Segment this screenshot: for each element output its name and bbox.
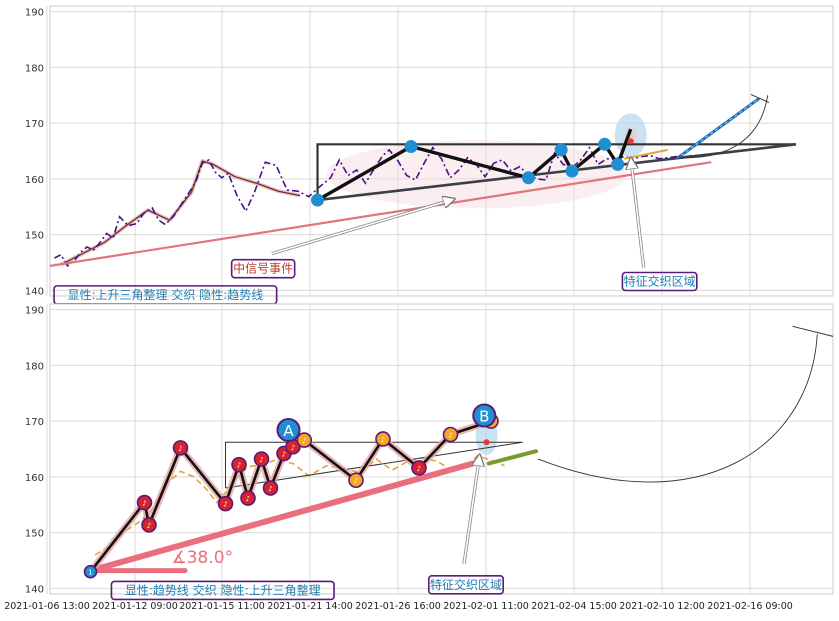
x-tick-label: 2021-01-15 11:00	[179, 601, 265, 612]
y-tick-label: 140	[25, 584, 44, 595]
y-tick-label: 170	[25, 417, 44, 428]
x-tick-label: 2021-02-10 12:00	[619, 601, 705, 612]
zigzag-marker	[262, 480, 279, 496]
zigzag-marker	[296, 432, 313, 448]
marker-glyph: ♪	[147, 522, 151, 530]
target-curve	[672, 95, 769, 159]
y-tick-label: 160	[25, 175, 44, 186]
x-tick-label: 2021-02-04 15:00	[531, 601, 617, 612]
annotation-feature-zone: 特征交织区域	[624, 274, 696, 289]
label-b-text: B	[479, 408, 489, 426]
zigzag-marker	[141, 517, 157, 533]
triangle-resistance	[316, 143, 797, 201]
annotation-pattern-summary: 显性:上升三角整理 交织 隐性:趋势线	[67, 287, 263, 302]
x-tick-label: 2021-02-16 09:00	[707, 601, 793, 612]
pattern-point	[311, 193, 325, 207]
annotation-feature-zone-frame	[621, 271, 698, 292]
marker-glyph: ♪	[448, 432, 452, 440]
signal-arrow	[271, 199, 455, 255]
x-tick-label: 2021-01-06 13:00	[4, 601, 90, 612]
breakout-dot	[627, 138, 634, 145]
triangle-resistance	[225, 441, 523, 489]
pattern-point	[611, 157, 625, 171]
x-tick-label: 2021-01-26 16:00	[355, 601, 441, 612]
y-tick-label: 180	[25, 361, 44, 372]
price-smooth-line	[60, 160, 301, 266]
target-cap	[750, 94, 770, 104]
y-tick-label: 150	[25, 529, 44, 540]
annotation-signal-event: 中信号事件	[233, 261, 293, 276]
zigzag-marker	[375, 431, 391, 447]
pattern-point	[554, 143, 568, 157]
y-tick-label: 190	[25, 306, 44, 317]
zigzag-marker	[172, 440, 189, 456]
x-tick-label: 2021-01-12 09:00	[92, 601, 178, 612]
plot-area	[49, 5, 834, 297]
green-segment	[486, 449, 538, 466]
pattern-point	[522, 171, 535, 185]
zigzag-marker	[240, 490, 256, 506]
marker-glyph: ♪	[291, 444, 295, 452]
zone-arrow	[631, 158, 645, 269]
marker-glyph: ♪	[354, 477, 358, 485]
zigzag-marker	[136, 494, 153, 511]
zigzag-marker	[83, 564, 98, 579]
marker-glyph: ♪	[246, 495, 250, 503]
marker-glyph: ♪	[302, 437, 306, 445]
label-a-text: A	[283, 422, 294, 440]
y-tick-label: 150	[25, 231, 44, 242]
pattern-point	[404, 140, 418, 154]
x-tick-label: 2021-01-21 14:00	[267, 601, 353, 612]
pattern-point	[598, 137, 612, 151]
y-tick-label: 190	[25, 8, 44, 19]
marker-glyph: 1	[88, 569, 92, 577]
zigzag-marker	[217, 495, 234, 512]
projection-curve	[538, 334, 818, 483]
zigzag-marker	[253, 451, 270, 467]
y-tick-label: 180	[25, 63, 44, 74]
y-tick-label: 160	[25, 473, 44, 484]
y-tick-label: 140	[25, 286, 44, 297]
y-tick-label: 170	[25, 119, 44, 130]
annotation-signal-event-frame	[230, 258, 296, 279]
zone-arrow	[463, 455, 480, 564]
zigzag-marker	[442, 426, 459, 443]
target-line-dash	[676, 98, 760, 160]
zigzag-marker	[411, 460, 427, 476]
annotation-pattern-summary: 显性:趋势线 交织 隐性:上升三角整理	[125, 582, 321, 597]
trendline	[49, 161, 712, 267]
angle-label: ∡38.0°	[172, 548, 234, 568]
x-tick-label: 2021-02-01 11:00	[443, 601, 529, 612]
marker-glyph: ♪	[223, 501, 227, 509]
marker-glyph: ♪	[417, 465, 421, 473]
annotation-pattern-summary-frame	[110, 580, 335, 601]
label-b-badge	[472, 403, 497, 428]
b-dot	[483, 439, 490, 446]
annotation-feature-zone-frame	[427, 575, 504, 595]
marker-glyph: ♪	[178, 445, 182, 453]
trendline-thick	[87, 460, 476, 574]
projection-cap	[792, 325, 834, 337]
marker-glyph: ♪	[142, 500, 146, 508]
zigzag-marker	[348, 472, 364, 489]
zigzag-marker	[231, 456, 247, 473]
marker-glyph: ♪	[237, 462, 241, 470]
annotation-feature-zone: 特征交织区域	[430, 577, 502, 592]
marker-glyph: ♪	[381, 436, 385, 444]
marker-glyph: ♪	[259, 456, 263, 464]
label-a-badge	[276, 418, 301, 443]
marker-glyph: ♪	[282, 450, 286, 458]
price-dashdot-line	[54, 146, 712, 268]
pattern-point	[565, 164, 579, 178]
marker-glyph: ♪	[268, 485, 272, 493]
